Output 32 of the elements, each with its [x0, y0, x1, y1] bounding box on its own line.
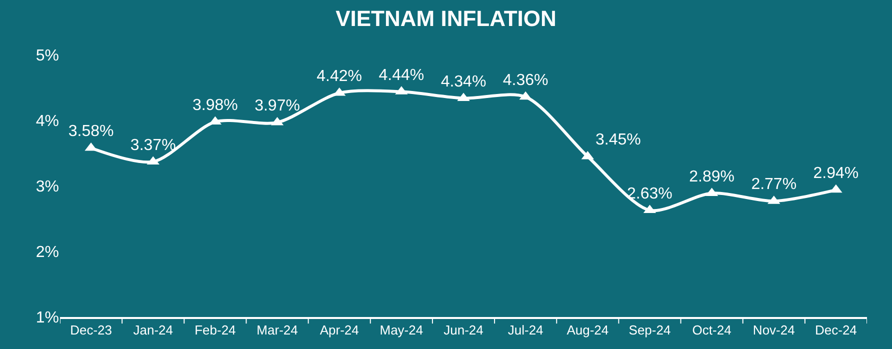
x-tick-label: Jul-24 — [508, 322, 544, 338]
chart-title: VIETNAM INFLATION — [336, 6, 556, 31]
data-label: 2.94% — [813, 165, 859, 182]
x-tick-label: Aug-24 — [566, 322, 609, 338]
data-label: 4.44% — [378, 66, 424, 84]
x-tick-label: Feb-24 — [194, 322, 236, 338]
data-label: 3.98% — [192, 96, 238, 114]
data-label: 2.89% — [689, 168, 734, 186]
data-label: 4.34% — [440, 73, 486, 90]
x-tick-label: Sep-24 — [628, 322, 671, 338]
x-tick-label: Jun-24 — [444, 322, 484, 338]
y-tick-label: 3% — [36, 178, 59, 196]
data-label: 2.77% — [751, 176, 797, 194]
data-label: 4.36% — [502, 72, 548, 90]
x-tick-label: Jan-24 — [133, 322, 173, 338]
y-tick-label: 5% — [36, 48, 59, 65]
data-label: 3.37% — [130, 136, 176, 154]
data-label: 3.45% — [596, 132, 641, 149]
data-label: 2.63% — [627, 185, 672, 202]
x-tick-label: Mar-24 — [256, 322, 298, 338]
data-label: 3.58% — [68, 123, 114, 140]
y-tick-label: 2% — [36, 244, 59, 262]
x-tick-label: Apr-24 — [320, 322, 359, 338]
y-tick-label: 1% — [36, 310, 59, 327]
data-label: 3.97% — [254, 98, 300, 115]
x-tick-label: Oct-24 — [692, 322, 732, 338]
y-tick-label: 4% — [36, 113, 59, 130]
x-tick-label: May-24 — [380, 322, 424, 338]
x-tick-label: Nov-24 — [752, 322, 795, 338]
x-tick-label: Dec-24 — [815, 322, 857, 338]
x-tick-label: Dec-23 — [70, 322, 112, 338]
data-label: 4.42% — [316, 68, 362, 86]
